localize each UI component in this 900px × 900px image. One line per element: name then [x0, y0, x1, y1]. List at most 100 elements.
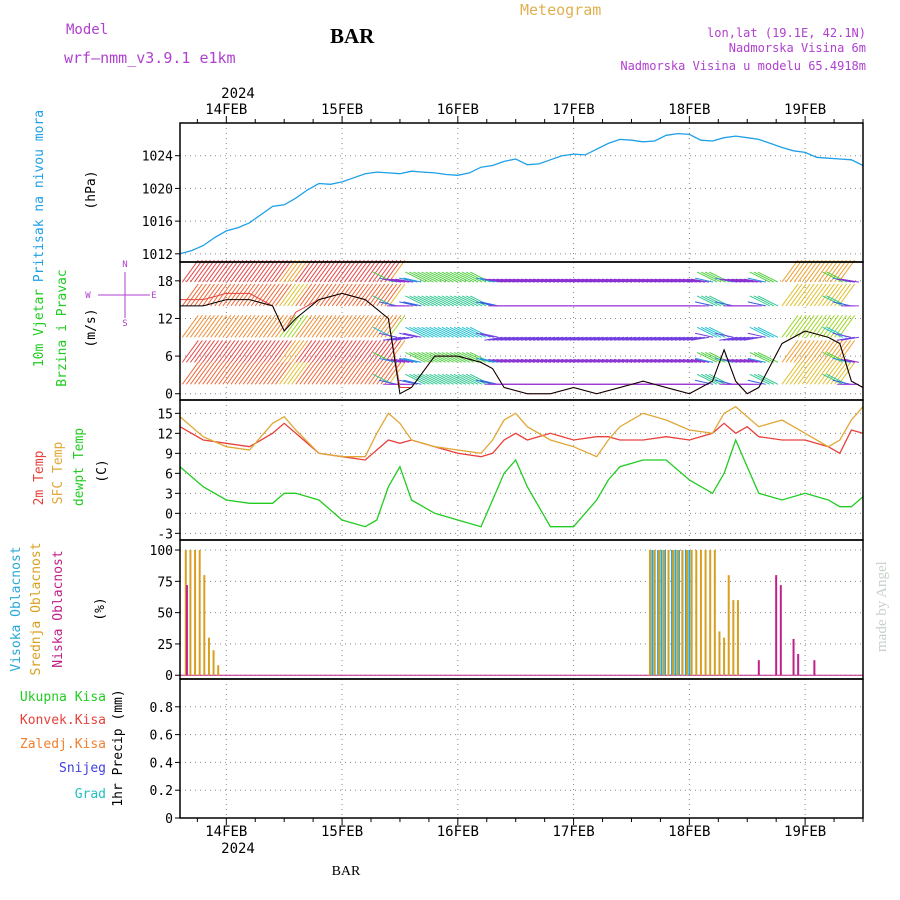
wind-barb	[425, 295, 446, 307]
wind-barb	[797, 362, 815, 385]
y-tick-label: 1016	[142, 215, 173, 230]
temp-label-sfc: SFC Temp	[51, 442, 66, 505]
wind-barb	[315, 315, 333, 338]
wind-barb	[399, 301, 418, 307]
wind-barb	[230, 340, 248, 363]
wind-barb	[516, 336, 535, 341]
wind-barb	[622, 278, 641, 283]
wind-barb	[429, 326, 450, 338]
wind-barb	[242, 283, 260, 307]
wind-barb	[801, 283, 819, 307]
cloud-unit: (%)	[93, 597, 108, 620]
wind-barb	[838, 259, 856, 283]
wind-barb	[399, 332, 418, 338]
wind-barb	[630, 336, 649, 341]
wind-barb	[549, 358, 564, 363]
wind-gust-line	[180, 292, 864, 395]
wind-barb	[405, 295, 426, 307]
y-tick-label: 12	[157, 312, 173, 327]
wind-barb	[601, 278, 620, 283]
wind-barb	[368, 283, 386, 307]
wind-barb	[343, 340, 361, 363]
wind-barb	[271, 259, 288, 283]
wind-barb	[190, 315, 207, 338]
wind-barb	[634, 358, 649, 363]
wind-barb	[303, 283, 321, 307]
wind-barb	[226, 362, 244, 385]
compass-north-label: N	[122, 260, 127, 270]
wind-barb	[840, 358, 856, 363]
wind-barb	[303, 315, 321, 338]
wind-barb	[403, 379, 422, 385]
wind-barb	[809, 362, 827, 385]
wind-barb	[258, 315, 276, 338]
wind-barb	[409, 295, 430, 307]
wind-barb	[360, 315, 378, 338]
y-tick-label: 25	[157, 638, 173, 653]
wind-barb	[488, 336, 507, 341]
wind-barb	[429, 373, 450, 385]
wind-barb	[391, 336, 410, 341]
wind-barb	[476, 332, 495, 338]
wind-barb	[465, 295, 487, 307]
wind-barb	[291, 362, 309, 385]
wind-barb	[291, 283, 309, 307]
wind-barb	[739, 278, 758, 283]
temp-2m-line	[179, 422, 864, 461]
wind-barb	[658, 358, 673, 363]
bottom-day-label: 16FEB	[437, 824, 479, 840]
wind-barb	[380, 362, 398, 385]
wind-barb	[532, 336, 552, 341]
cloud-panel: 0 25 50 75 100	[150, 540, 863, 684]
wind-barb	[356, 340, 373, 363]
wind-barb	[230, 259, 248, 283]
wind-barb	[327, 340, 345, 363]
wind-barb	[658, 336, 677, 341]
wind-barb	[388, 283, 406, 307]
wind-barb	[696, 295, 718, 307]
y-tick-label: 0.4	[150, 756, 174, 771]
wind-barb	[508, 336, 527, 341]
wind-barb	[682, 358, 697, 363]
wind-barb	[425, 326, 446, 338]
wind-barb	[674, 336, 693, 341]
wind-barb	[307, 340, 325, 363]
top-day-label: 17FEB	[553, 102, 595, 118]
y-tick-label: 0.2	[150, 784, 173, 799]
wind-barb	[303, 362, 321, 385]
wind-barb	[805, 340, 823, 363]
wind-barb	[429, 271, 450, 283]
wind-barb	[484, 278, 503, 283]
wind-barb	[605, 336, 625, 341]
wind-barb	[453, 295, 475, 307]
wind-barb	[528, 358, 544, 363]
wind-barb	[376, 362, 394, 385]
wind-barb	[638, 278, 657, 283]
wind-barb	[528, 336, 548, 341]
wind-barb	[275, 259, 292, 283]
wind-barb	[246, 283, 264, 307]
wind-barb	[258, 259, 276, 283]
wind-barb	[417, 271, 438, 283]
wind-barb	[813, 340, 831, 363]
wind-barb	[226, 340, 244, 363]
wind-barb	[271, 340, 288, 363]
wind-barb	[254, 283, 272, 307]
wind-barb	[262, 259, 280, 283]
pressure-line	[179, 132, 864, 255]
wind-barb	[413, 271, 434, 283]
wind-barb	[283, 315, 301, 338]
y-tick-label: 0.8	[150, 701, 173, 716]
wind-barb	[826, 315, 843, 338]
wind-barb	[222, 362, 240, 385]
wind-barb	[822, 295, 843, 307]
wind-barb	[747, 277, 766, 283]
wind-barb	[585, 358, 600, 363]
wind-barb	[830, 315, 848, 338]
wind-barb	[830, 259, 848, 283]
compass-west-label: W	[85, 291, 91, 301]
wind-barb	[727, 358, 742, 363]
wind-barb	[723, 358, 738, 363]
wind-barb	[250, 362, 268, 385]
wind-barb	[190, 340, 207, 363]
